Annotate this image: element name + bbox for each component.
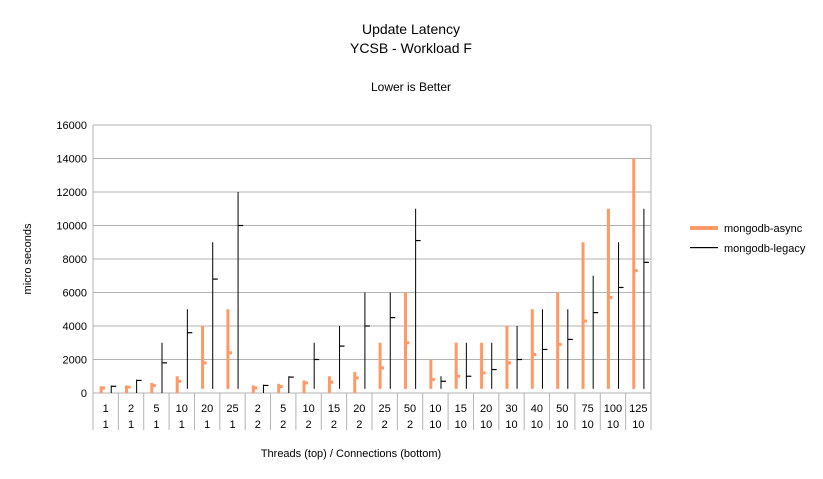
x-tick-threads: 40 [531,403,543,415]
async-mean-marker [305,381,309,385]
series-mongodb-async [99,158,638,393]
async-mean-marker [203,361,207,365]
x-tick-connections: 1 [103,419,109,431]
y-tick-label: 6000 [63,288,87,300]
async-mean-marker [558,342,562,346]
async-mean-marker [634,269,638,273]
chart-subtitle: YCSB - Workload F [350,40,472,56]
x-tick-threads: 125 [629,403,647,415]
x-tick-threads: 30 [505,403,517,415]
async-mean-marker [482,371,486,375]
x-tick-threads: 5 [153,403,159,415]
x-tick-connections: 1 [204,419,210,431]
async-mean-marker [431,378,435,382]
async-mean-marker [330,380,334,384]
async-mean-marker [406,341,410,345]
x-tick-connections: 10 [632,419,644,431]
x-tick-threads: 20 [201,403,213,415]
x-tick-connections: 1 [128,419,134,431]
y-tick-label: 14000 [56,154,87,166]
grid-layer [92,124,652,430]
y-tick-label: 4000 [63,321,87,333]
x-tick-threads: 2 [255,403,261,415]
x-tick-threads: 50 [404,403,416,415]
x-tick-connections: 2 [280,419,286,431]
y-tick-labels: 0 2000 4000 6000 8000 10000 12000 14000 16000 [56,120,87,400]
async-mean-marker [533,352,537,356]
legend-label-async: mongodb-async [724,223,803,235]
x-tick-connections: 10 [505,419,517,431]
x-tick-threads: 15 [328,403,340,415]
legend-swatch-legacy [690,247,718,249]
x-tick-threads: 25 [379,403,391,415]
async-mean-marker [507,361,511,365]
chart-note: Lower is Better [371,80,451,94]
x-tick-threads: 100 [604,403,622,415]
x-tick-threads: 10 [302,403,314,415]
x-tick-connections: 2 [331,419,337,431]
x-tick-labels: 1121511012012512252102152202252502101015… [103,403,648,431]
x-tick-connections: 2 [356,419,362,431]
x-tick-threads: 50 [556,403,568,415]
legend: mongodb-async mongodb-legacy [690,223,806,255]
y-tick-label: 16000 [56,120,87,132]
x-tick-connections: 2 [255,419,261,431]
x-tick-threads: 1 [103,403,109,415]
async-mean-marker [584,319,588,323]
y-tick-label: 8000 [63,254,87,266]
async-mean-marker [102,386,106,390]
x-tick-threads: 20 [353,403,365,415]
series-mongodb-legacy [110,192,649,393]
async-mean-marker [457,374,461,378]
x-tick-connections: 2 [306,419,312,431]
x-tick-connections: 10 [531,419,543,431]
x-tick-threads: 5 [280,403,286,415]
x-tick-connections: 10 [581,419,593,431]
series-layer [99,158,649,393]
chart-title: Update Latency [362,21,460,37]
async-mean-marker [279,385,283,389]
x-tick-threads: 20 [480,403,492,415]
async-mean-marker [381,366,385,370]
y-tick-label: 12000 [56,187,87,199]
x-tick-threads: 15 [455,403,467,415]
y-tick-label: 0 [81,388,87,400]
x-tick-connections: 1 [153,419,159,431]
x-tick-threads: 10 [176,403,188,415]
async-mean-marker [178,379,182,383]
x-tick-threads: 25 [226,403,238,415]
async-mean-marker [228,351,232,355]
async-mean-marker [609,296,613,300]
x-tick-threads: 10 [429,403,441,415]
x-tick-connections: 2 [407,419,413,431]
y-axis-label: micro seconds [22,223,34,294]
legend-label-legacy: mongodb-legacy [724,243,806,255]
async-mean-marker [355,376,359,380]
x-tick-connections: 10 [556,419,568,431]
x-tick-threads: 2 [128,403,134,415]
legend-swatch-async [690,226,718,230]
x-tick-threads: 75 [581,403,593,415]
y-tick-label: 2000 [63,355,87,367]
async-mean-marker [127,385,131,389]
x-tick-connections: 1 [179,419,185,431]
x-tick-connections: 10 [455,419,467,431]
x-axis-label: Threads (top) / Connections (bottom) [261,448,441,460]
async-mean-marker [254,386,258,390]
x-tick-connections: 10 [429,419,441,431]
x-tick-connections: 2 [382,419,388,431]
x-tick-connections: 10 [480,419,492,431]
async-mean-marker [152,383,156,387]
y-tick-label: 10000 [56,221,87,233]
x-tick-connections: 1 [229,419,235,431]
x-tick-connections: 10 [607,419,619,431]
